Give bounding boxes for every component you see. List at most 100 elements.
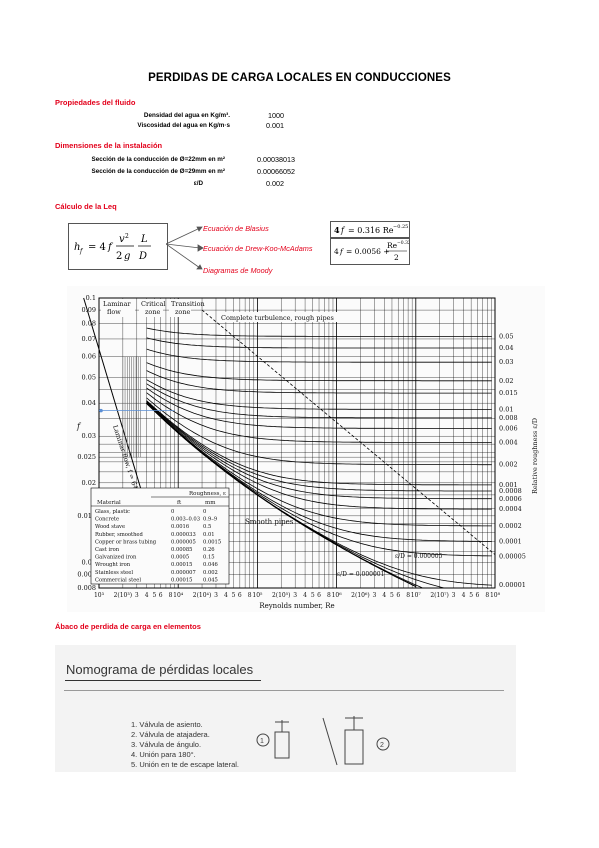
svg-text:−0.32: −0.32 xyxy=(397,240,409,246)
nomo-item: 4. Unión para 180°. xyxy=(131,750,196,759)
section22-value: 0.00038013 xyxy=(257,155,295,164)
y-tick-label: 0.03 xyxy=(82,432,96,440)
svg-text:4: 4 xyxy=(334,225,340,235)
x-tick-label: 10⁶ xyxy=(332,592,343,599)
y-tick-label: 0.05 xyxy=(82,374,96,382)
table-cell: 0.0005 xyxy=(171,555,189,561)
zone-transition-label: zone xyxy=(175,308,191,316)
viscosity-value: 0.001 xyxy=(266,121,284,130)
svg-text:L: L xyxy=(140,234,148,245)
x-tick-label: 8 xyxy=(169,592,173,599)
x-tick-label: 5 xyxy=(390,592,394,599)
table-cell: 0.045 xyxy=(203,577,218,583)
x-tick-label: 10⁷ xyxy=(411,592,422,599)
x-tick-label: 6 xyxy=(159,592,163,599)
x-tick-label: 6 xyxy=(396,592,400,599)
title-underline xyxy=(65,680,261,681)
roughness-curve xyxy=(146,362,492,382)
svg-text:f: f xyxy=(79,248,84,255)
y-tick-label: 0.07 xyxy=(82,335,96,343)
section29-label: Sección de la conducción de Ø=29mm en m² xyxy=(91,168,226,175)
x-tick-label: 8 xyxy=(406,592,410,599)
density-value: 1000 xyxy=(268,111,284,120)
nomo-item: 1. Válvula de asiento. xyxy=(131,720,203,729)
x-tick-label: 4 xyxy=(462,592,466,599)
nomo-marker: 2 xyxy=(380,742,384,749)
svg-text:−0.25: −0.25 xyxy=(393,224,408,230)
nomo-item: 5. Unión en te de escape lateral. xyxy=(131,760,239,769)
svg-text:f: f xyxy=(107,242,114,253)
y-tick-label: 0.08 xyxy=(82,320,96,328)
x-tick-label: 5 xyxy=(152,592,156,599)
x-tick-label: 10³ xyxy=(94,592,105,599)
svg-text:= 0.0056 +: = 0.0056 + xyxy=(346,247,390,256)
zone-critical-label: zone xyxy=(145,308,161,316)
x-tick-label: 5 xyxy=(311,592,315,599)
y-tick-label: 0.02 xyxy=(82,479,96,487)
table-cell: 0.000005 xyxy=(171,539,196,545)
ed-annotation: ε/D = 0.000001 xyxy=(337,571,384,578)
roughness-curve xyxy=(146,402,492,527)
ed-tick-label: 0.0006 xyxy=(499,495,522,503)
roughness-curve xyxy=(146,327,492,337)
table-cell: 0.9–9 xyxy=(203,517,217,523)
smooth-pipes-label: Smooth pipes xyxy=(245,518,294,526)
roughness-curve xyxy=(146,400,492,492)
x-axis-label: Reynolds number, Re xyxy=(259,602,334,610)
ed-tick-label: 0.02 xyxy=(499,377,513,385)
table-cell: 0.002 xyxy=(203,570,218,576)
ed-tick-label: 0.004 xyxy=(499,438,518,446)
roughness-curve xyxy=(146,387,492,429)
x-tick-label: 3 xyxy=(293,592,297,599)
table-cell: 0.00015 xyxy=(171,562,192,568)
roughness-curve xyxy=(146,370,492,394)
x-tick-label: 2(10⁴) xyxy=(193,592,212,599)
x-tick-label: 5 xyxy=(469,592,473,599)
roughness-curve xyxy=(146,401,492,510)
table-cell: Rubber, smoothed xyxy=(95,532,143,538)
density-label: Densidad del agua en Kg/m³. xyxy=(143,112,230,119)
table-cell: 0 xyxy=(171,509,174,515)
x-tick-label: 4 xyxy=(224,592,228,599)
x-tick-label: 10⁵ xyxy=(252,592,263,599)
nomo-marker: 1 xyxy=(260,738,264,745)
y-tick-label: 0.025 xyxy=(77,453,96,461)
roughness-curve xyxy=(146,348,492,363)
table-cell: 0.15 xyxy=(203,555,215,561)
ed-tick-label: 0.0008 xyxy=(499,487,522,495)
viscosity-label: Viscosidad del agua en Kg/m·s xyxy=(137,122,230,129)
x-tick-label: 6 xyxy=(238,592,242,599)
x-tick-label: 3 xyxy=(135,592,139,599)
valve-drawings: 1 2 xyxy=(256,716,390,766)
x-tick-label: 4 xyxy=(303,592,307,599)
roughness-curve xyxy=(146,402,417,587)
drew-koo-mcadams-link[interactable]: Ecuación de Drew-Koo-McAdams xyxy=(203,244,313,253)
fluid-heading: Propiedades del fluido xyxy=(55,98,136,107)
nomogram-image: Nomograma de pérdidas locales 1. Válvula… xyxy=(55,645,516,772)
ed-tick-label: 0.00005 xyxy=(499,552,526,560)
x-tick-label: 4 xyxy=(382,592,386,599)
y-tick-label: 0.1 xyxy=(86,294,96,302)
svg-text:2: 2 xyxy=(394,253,399,262)
complete-turbulence-line xyxy=(201,309,496,555)
equation-arrows xyxy=(166,226,204,270)
table-cell: Stainless steel xyxy=(95,570,133,576)
x-tick-label: 4 xyxy=(145,592,149,599)
x-tick-label: 3 xyxy=(214,592,218,599)
nomo-item: 2. Válvula de atajadera. xyxy=(131,730,210,739)
x-tick-label: 10⁸ xyxy=(490,592,501,599)
y-tick-label: 0.09 xyxy=(82,306,96,314)
y-tick-label: 0.04 xyxy=(82,399,96,407)
laminar-line xyxy=(83,297,148,509)
svg-text:2: 2 xyxy=(125,233,129,240)
y-axis-label: f xyxy=(76,422,82,431)
table-cell: 0 xyxy=(203,509,206,515)
ed-tick-label: 0.002 xyxy=(499,461,518,469)
nomogram-list: 1. Válvula de asiento. 2. Válvula de ata… xyxy=(131,720,239,770)
moody-link[interactable]: Diagramas de Moody xyxy=(203,266,273,275)
y-tick-label: 0.06 xyxy=(82,353,96,361)
y-tick-label: 0.009 xyxy=(77,570,96,578)
blasius-link[interactable]: Ecuación de Blasius xyxy=(203,224,269,233)
ed-tick-label: 0.00001 xyxy=(499,581,526,589)
